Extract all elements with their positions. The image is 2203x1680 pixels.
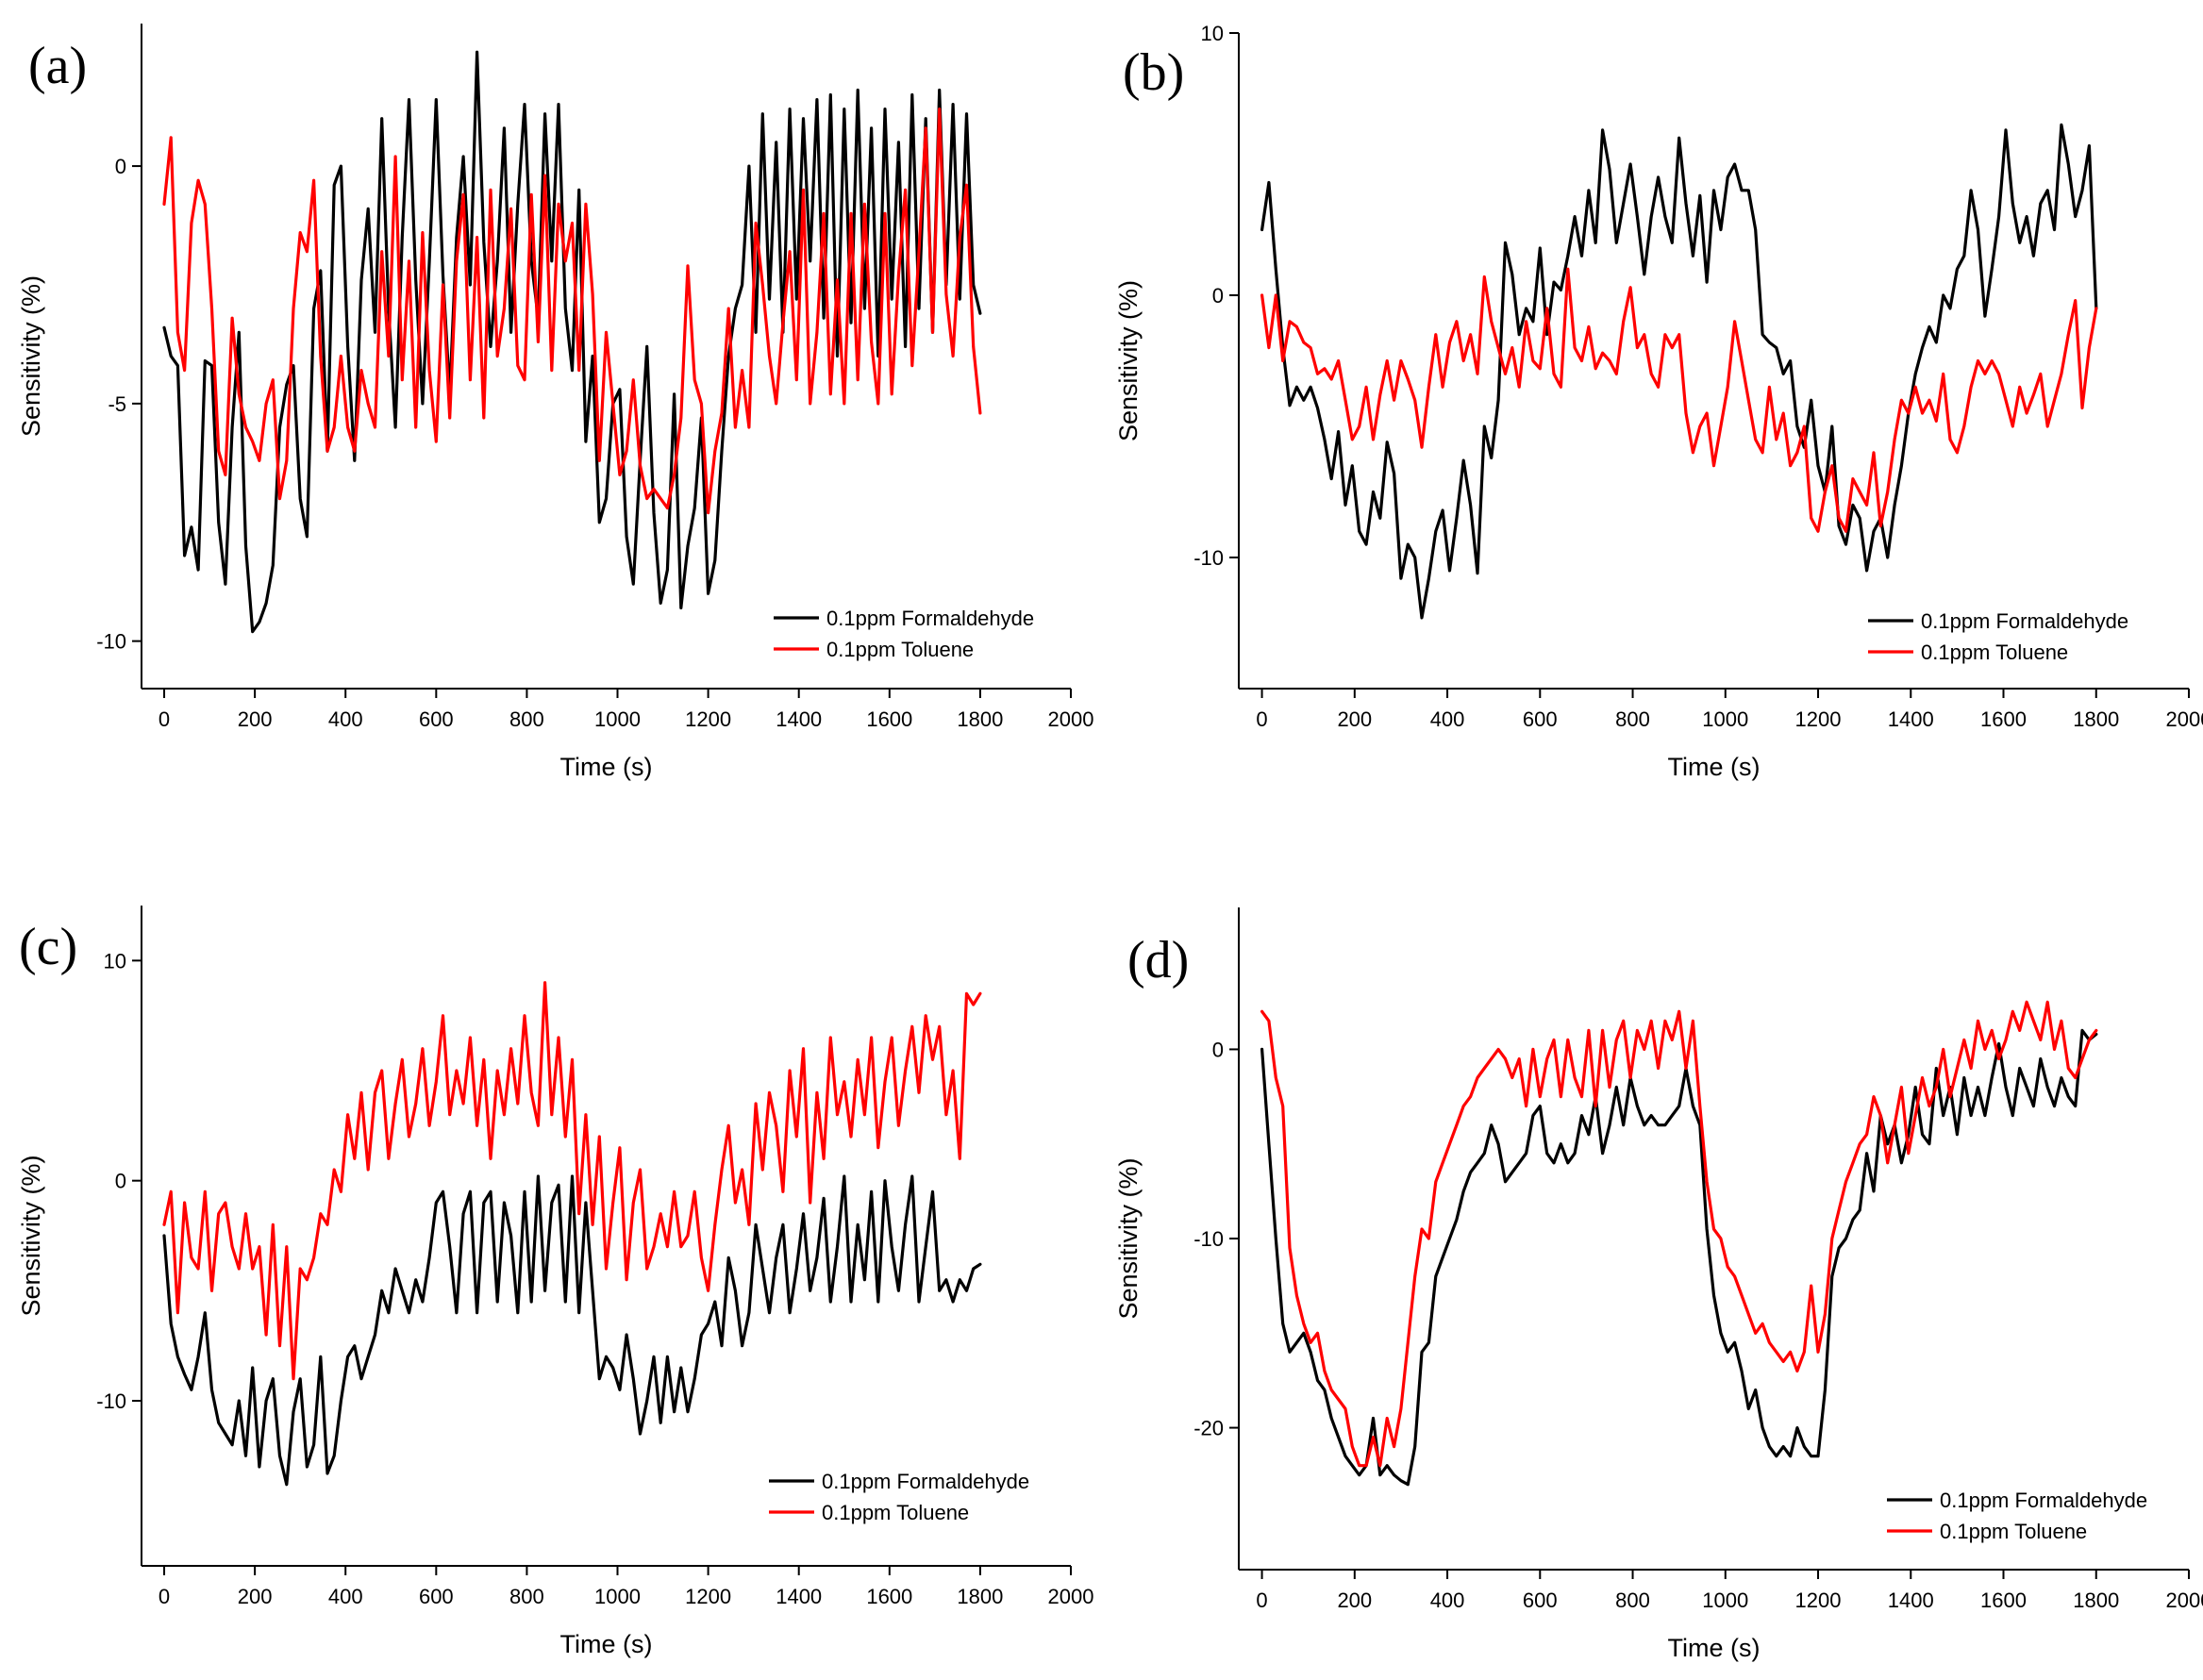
legend-label: 0.1ppm Toluene bbox=[826, 638, 974, 661]
x-tick-label: 0 bbox=[1256, 1589, 1267, 1612]
legend: 0.1ppm Formaldehyde 0.1ppm Toluene bbox=[769, 1470, 1029, 1524]
x-tick-label: 600 bbox=[419, 707, 454, 731]
x-tick-label: 800 bbox=[509, 1585, 544, 1608]
x-axis-title: Time (s) bbox=[1668, 753, 1761, 781]
y-axis-title: Sensitivity (%) bbox=[17, 275, 45, 437]
x-tick-label: 2000 bbox=[1048, 707, 1094, 731]
x-tick-label: 2000 bbox=[2166, 707, 2203, 731]
y-tick-label: -10 bbox=[1193, 1227, 1224, 1251]
chart-panel: 0 200 400 600 800 1000 1200 1400 1600 1800 2000 -10… bbox=[17, 24, 1093, 781]
x-tick-label: 1200 bbox=[1795, 1589, 1842, 1612]
series-line-toluene bbox=[162, 981, 982, 1381]
x-tick-label: 1600 bbox=[1980, 707, 2027, 731]
y-tick-label: 10 bbox=[104, 949, 126, 973]
legend-label: 0.1ppm Toluene bbox=[822, 1501, 969, 1524]
x-tick-label: 1600 bbox=[1980, 1589, 2027, 1612]
legend: 0.1ppm Formaldehyde 0.1ppm Toluene bbox=[1887, 1489, 2147, 1543]
y-axis-title: Sensitivity (%) bbox=[1114, 1157, 1143, 1319]
legend: 0.1ppm Formaldehyde 0.1ppm Toluene bbox=[1868, 609, 2128, 664]
legend: 0.1ppm Formaldehyde 0.1ppm Toluene bbox=[774, 607, 1034, 661]
series-line-formaldehyde bbox=[162, 50, 982, 634]
x-tick-label: 400 bbox=[1430, 707, 1465, 731]
x-tick-label: 600 bbox=[1523, 1589, 1558, 1612]
x-tick-label: 600 bbox=[1523, 707, 1558, 731]
y-tick-label: -5 bbox=[108, 392, 126, 416]
x-tick-label: 800 bbox=[1615, 1589, 1650, 1612]
x-tick-label: 400 bbox=[1430, 1589, 1465, 1612]
x-tick-label: 600 bbox=[419, 1585, 454, 1608]
panel-label: (d) bbox=[1127, 931, 1189, 990]
x-tick-label: 1800 bbox=[957, 1585, 1003, 1608]
y-tick-label: -10 bbox=[96, 1389, 126, 1413]
y-tick-label: -10 bbox=[1193, 546, 1224, 570]
x-tick-label: 200 bbox=[238, 707, 273, 731]
legend-label: 0.1ppm Formaldehyde bbox=[1921, 609, 2128, 633]
chart-panel: 0 200 400 600 800 1000 1200 1400 1600 1800 2000 -10… bbox=[17, 906, 1093, 1658]
x-tick-label: 800 bbox=[509, 707, 544, 731]
x-tick-label: 0 bbox=[1256, 707, 1267, 731]
x-tick-label: 1800 bbox=[2073, 707, 2119, 731]
x-tick-label: 1000 bbox=[594, 1585, 641, 1608]
x-axis-title: Time (s) bbox=[560, 1630, 653, 1658]
legend-label: 0.1ppm Toluene bbox=[1921, 640, 2068, 664]
panel-label: (b) bbox=[1123, 43, 1184, 102]
series-line-toluene bbox=[1260, 1000, 2098, 1468]
x-tick-label: 0 bbox=[159, 707, 170, 731]
series-line-toluene bbox=[1260, 267, 2098, 533]
x-tick-label: 2000 bbox=[2166, 1589, 2203, 1612]
y-tick-label: 0 bbox=[115, 1170, 126, 1193]
x-tick-label: 1000 bbox=[594, 707, 641, 731]
y-tick-label: -10 bbox=[96, 630, 126, 654]
series-line-formaldehyde bbox=[1260, 123, 2098, 620]
x-tick-label: 200 bbox=[1337, 1589, 1372, 1612]
x-tick-label: 2000 bbox=[1048, 1585, 1094, 1608]
panel-label: (a) bbox=[28, 37, 87, 95]
x-tick-label: 400 bbox=[328, 707, 363, 731]
y-tick-label: 0 bbox=[1212, 284, 1224, 308]
y-tick-label: 0 bbox=[115, 155, 126, 178]
x-tick-label: 1000 bbox=[1702, 707, 1748, 731]
x-tick-label: 800 bbox=[1615, 707, 1650, 731]
x-tick-label: 1200 bbox=[685, 1585, 731, 1608]
series-line-formaldehyde bbox=[162, 1174, 982, 1487]
x-axis-title: Time (s) bbox=[1668, 1634, 1761, 1662]
x-tick-label: 0 bbox=[159, 1585, 170, 1608]
legend-label: 0.1ppm Formaldehyde bbox=[1940, 1489, 2147, 1512]
x-tick-label: 1400 bbox=[1888, 707, 1934, 731]
y-tick-label: 0 bbox=[1212, 1038, 1224, 1061]
legend-label: 0.1ppm Formaldehyde bbox=[822, 1470, 1029, 1493]
panel-label: (c) bbox=[19, 918, 77, 976]
x-tick-label: 1800 bbox=[2073, 1589, 2119, 1612]
x-tick-label: 1600 bbox=[866, 1585, 912, 1608]
series-line-toluene bbox=[162, 107, 982, 515]
x-tick-label: 1400 bbox=[776, 1585, 822, 1608]
series-line-formaldehyde bbox=[1260, 1028, 2098, 1487]
x-tick-label: 1000 bbox=[1702, 1589, 1748, 1612]
y-tick-label: 10 bbox=[1201, 22, 1224, 45]
x-tick-label: 1600 bbox=[866, 707, 912, 731]
x-tick-label: 200 bbox=[1337, 707, 1372, 731]
x-tick-label: 400 bbox=[328, 1585, 363, 1608]
y-axis-title: Sensitivity (%) bbox=[1114, 280, 1143, 441]
x-tick-label: 1400 bbox=[776, 707, 822, 731]
x-tick-label: 200 bbox=[238, 1585, 273, 1608]
x-tick-label: 1800 bbox=[957, 707, 1003, 731]
legend-label: 0.1ppm Formaldehyde bbox=[826, 607, 1034, 630]
y-tick-label: -20 bbox=[1193, 1417, 1224, 1440]
x-axis-title: Time (s) bbox=[560, 753, 653, 781]
chart-panel: 0 200 400 600 800 1000 1200 1400 1600 1800 2000 -20… bbox=[1114, 907, 2203, 1662]
x-tick-label: 1400 bbox=[1888, 1589, 1934, 1612]
legend-label: 0.1ppm Toluene bbox=[1940, 1520, 2087, 1543]
x-tick-label: 1200 bbox=[685, 707, 731, 731]
x-tick-label: 1200 bbox=[1795, 707, 1842, 731]
y-axis-title: Sensitivity (%) bbox=[17, 1155, 45, 1316]
chart-panel: 0 200 400 600 800 1000 1200 1400 1600 1800 2000 -10… bbox=[1114, 22, 2203, 781]
